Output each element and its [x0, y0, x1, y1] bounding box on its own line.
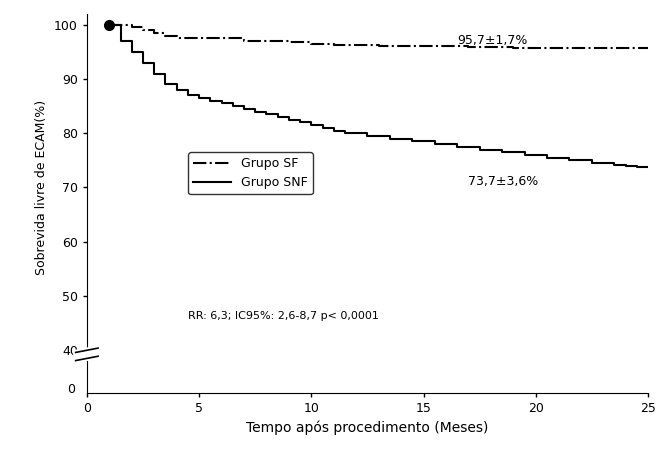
Grupo SNF: [576, 158, 584, 163]
Grupo SF: [554, 45, 562, 51]
Grupo SNF: [644, 164, 652, 170]
Grupo SNF: [420, 139, 428, 144]
Grupo SNF: [307, 122, 315, 128]
Grupo SNF: [565, 158, 573, 163]
Grupo SF: [150, 30, 158, 36]
Grupo SF: [420, 43, 428, 49]
Grupo SNF: [296, 120, 304, 125]
Grupo SF: [307, 41, 315, 47]
Grupo SNF: [431, 141, 439, 147]
Grupo SNF: [532, 152, 540, 158]
Grupo SNF: [319, 125, 327, 131]
Grupo SNF: [195, 95, 203, 101]
Grupo SNF: [285, 117, 293, 122]
Line: Grupo SF: Grupo SF: [110, 24, 648, 48]
Grupo SNF: [554, 155, 562, 160]
Grupo SNF: [363, 133, 371, 139]
Grupo SNF: [128, 49, 136, 55]
X-axis label: Tempo após procedimento (Meses): Tempo após procedimento (Meses): [246, 420, 488, 435]
Grupo SNF: [184, 92, 192, 98]
Grupo SNF: [251, 109, 259, 114]
Text: 0: 0: [67, 383, 75, 396]
Grupo SF: [397, 43, 405, 49]
Grupo SNF: [206, 98, 214, 103]
Grupo SF: [330, 42, 338, 48]
Grupo SNF: [487, 147, 495, 152]
Grupo SNF: [352, 130, 360, 136]
Grupo SNF: [498, 149, 506, 155]
Grupo SNF: [341, 130, 349, 136]
Grupo SNF: [116, 38, 124, 44]
Grupo SNF: [397, 136, 405, 141]
Grupo SF: [240, 38, 248, 44]
Grupo SNF: [218, 101, 226, 106]
Grupo SF: [106, 22, 114, 27]
Grupo SNF: [520, 152, 528, 158]
Grupo SNF: [442, 141, 450, 147]
Grupo SF: [172, 36, 180, 41]
Grupo SNF: [162, 82, 170, 87]
Grupo SNF: [476, 147, 484, 152]
Grupo SF: [162, 33, 170, 38]
Grupo SF: [218, 36, 226, 41]
Grupo SNF: [274, 114, 282, 120]
Grupo SF: [139, 27, 147, 33]
Grupo SF: [532, 45, 540, 50]
Grupo SNF: [588, 160, 596, 166]
Grupo SNF: [509, 149, 517, 155]
Grupo SF: [442, 43, 450, 49]
Grupo SF: [128, 24, 136, 30]
Line: Grupo SNF: Grupo SNF: [110, 24, 648, 167]
Grupo SF: [487, 44, 495, 50]
Text: 73,7±3,6%: 73,7±3,6%: [468, 175, 538, 188]
Grupo SF: [509, 45, 517, 50]
Grupo SNF: [150, 71, 158, 76]
Grupo SF: [263, 38, 271, 44]
Y-axis label: Sobrevida livre de ECAM(%): Sobrevida livre de ECAM(%): [35, 100, 48, 275]
Grupo SF: [352, 42, 360, 48]
Grupo SNF: [106, 22, 114, 27]
Grupo SNF: [453, 144, 461, 150]
Grupo SF: [621, 45, 629, 51]
Grupo SF: [576, 45, 584, 51]
Text: 95,7±1,7%: 95,7±1,7%: [457, 34, 528, 47]
Grupo SF: [599, 45, 607, 51]
Grupo SF: [285, 39, 293, 45]
Grupo SF: [116, 22, 124, 27]
Grupo SNF: [599, 160, 607, 166]
Grupo SNF: [621, 163, 629, 169]
Grupo SNF: [172, 87, 180, 92]
Grupo SNF: [464, 144, 472, 150]
Text: RR: 6,3; IC95%: 2,6-8,7 p< 0,0001: RR: 6,3; IC95%: 2,6-8,7 p< 0,0001: [188, 311, 379, 322]
Grupo SNF: [375, 133, 383, 139]
Grupo SF: [195, 36, 203, 41]
Grupo SF: [464, 44, 472, 50]
Legend: Grupo SF, Grupo SNF: Grupo SF, Grupo SNF: [188, 152, 313, 195]
Grupo SNF: [228, 103, 236, 109]
Grupo SF: [644, 45, 652, 51]
Grupo SNF: [408, 139, 416, 144]
Grupo SNF: [386, 136, 394, 141]
Grupo SNF: [139, 60, 147, 66]
Bar: [87, 353, 648, 361]
Grupo SNF: [543, 155, 551, 160]
Grupo SNF: [330, 128, 338, 134]
Grupo SNF: [633, 164, 641, 170]
Grupo SNF: [240, 106, 248, 112]
Grupo SF: [375, 43, 383, 49]
Grupo SNF: [263, 111, 271, 117]
Grupo SNF: [611, 162, 619, 168]
